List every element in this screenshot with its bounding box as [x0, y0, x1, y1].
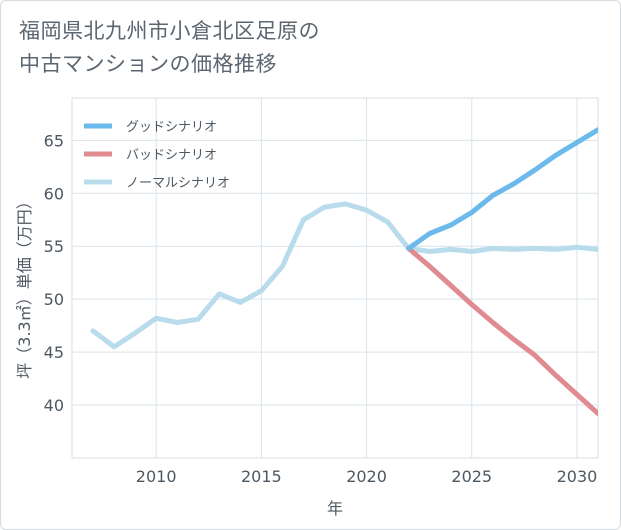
- y-tick-label: 50: [44, 290, 64, 309]
- series-line-1: [406, 245, 598, 416]
- x-tick-label: 2010: [136, 467, 177, 486]
- x-axis-label: 年: [327, 499, 343, 518]
- y-tick-label: 40: [44, 396, 64, 415]
- chart-title-line-1: 福岡県北九州市小倉北区足原の: [19, 19, 320, 43]
- series-layer: [90, 127, 598, 416]
- axis-ticks: 2010 2015 2020 2025 2030 40 45 50 55 60 65: [44, 131, 598, 486]
- legend-label-1: バッドシナリオ: [126, 148, 217, 163]
- x-tick-label: 2025: [451, 467, 492, 486]
- x-tick-label: 2015: [241, 467, 282, 486]
- y-tick-label: 55: [44, 237, 64, 256]
- y-axis-label: 坪（3.3㎡）単価（万円）: [15, 193, 34, 378]
- chart-title-line-2: 中古マンションの価格推移: [19, 52, 277, 76]
- y-tick-label: 65: [44, 131, 64, 150]
- series-line-2: [90, 201, 598, 350]
- chart-title: 福岡県北九州市小倉北区足原の 中古マンションの価格推移: [19, 15, 320, 81]
- legend-label-2: ノーマルシナリオ: [126, 176, 230, 191]
- legend-label-0: グッドシナリオ: [126, 120, 217, 135]
- x-tick-label: 2030: [557, 467, 598, 486]
- plot-area: [71, 97, 599, 459]
- grid-lines: [72, 98, 598, 458]
- series-line-0: [406, 127, 598, 251]
- y-tick-label: 45: [44, 343, 64, 362]
- y-tick-label: 60: [44, 184, 64, 203]
- x-tick-label: 2020: [346, 467, 387, 486]
